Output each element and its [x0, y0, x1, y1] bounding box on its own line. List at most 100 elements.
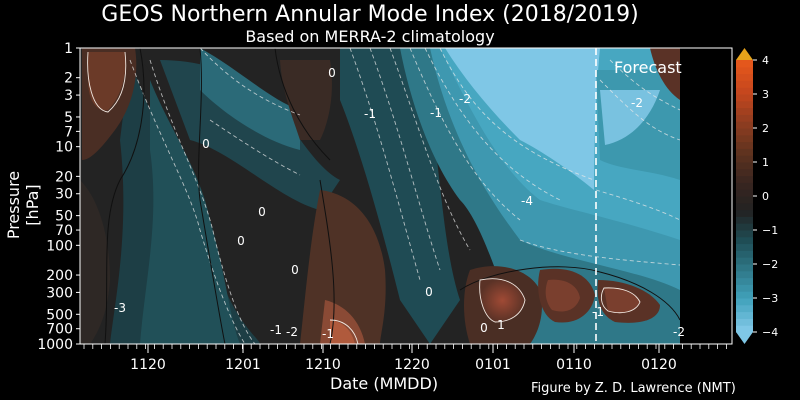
colorbar-segment [736, 202, 753, 211]
colorbar-segment [736, 66, 753, 75]
contour-label: -1 [430, 106, 442, 120]
colorbar-segment [736, 134, 753, 143]
colorbar-segment [736, 216, 753, 224]
colorbar-segment [736, 291, 753, 299]
colorbar-segment [736, 128, 753, 136]
y-tick-label: 7 [64, 124, 73, 140]
contour-label: -1 [592, 305, 604, 319]
x-tick-label: 1120 [130, 357, 166, 373]
colorbar-segment [736, 155, 753, 163]
x-tick-label: 1210 [305, 357, 341, 373]
y-tick-label: 500 [46, 307, 73, 323]
colorbar-segment [736, 60, 753, 68]
contour-label: -2 [631, 96, 643, 110]
colorbar-segment [736, 264, 753, 272]
y-tick-label: 5 [64, 110, 73, 126]
contour-label: -1 [364, 107, 376, 121]
contour-label: 0 [202, 137, 210, 151]
x-tick-label: 0101 [475, 357, 511, 373]
contour-label: -1 [270, 323, 282, 337]
y-tick-label: 3 [64, 88, 73, 104]
y-tick-label: 700 [46, 322, 73, 338]
colorbar-tick-label: 3 [762, 88, 769, 101]
colorbar-segment [736, 298, 753, 306]
contour-label: 0 [480, 321, 488, 335]
colorbar-segment [736, 182, 753, 190]
colorbar-segment [736, 162, 753, 170]
contour-label: 0 [291, 263, 299, 277]
colorbar-segment [736, 114, 753, 122]
colorbar-tick-label: 0 [762, 190, 769, 203]
y-tick-label: 200 [46, 268, 73, 284]
y-tick-label: 100 [46, 238, 73, 254]
colorbar-segment [736, 243, 753, 251]
colorbar-segment [736, 94, 753, 102]
forecast-annotation: Forecast [614, 58, 682, 77]
colorbar-segment [736, 100, 753, 109]
colorbar-tick-label: −4 [762, 326, 778, 339]
contour-label: 0 [237, 234, 245, 248]
colorbar-tick-label: 1 [762, 156, 769, 169]
colorbar-segment [736, 175, 753, 183]
y-tick-label: 1000 [37, 337, 73, 353]
colorbar-segment [736, 121, 753, 129]
contour-label: 1 [497, 318, 505, 332]
colorbar-segment [736, 250, 753, 258]
contour-label: -2 [459, 92, 471, 106]
x-tick-label: 1201 [225, 357, 261, 373]
colorbar-segment [736, 318, 753, 326]
colorbar-segment [736, 223, 753, 231]
colorbar-segment [736, 209, 753, 217]
colorbar-segment [736, 236, 753, 245]
colorbar-segment [736, 325, 753, 333]
x-tick-label: 0110 [556, 357, 592, 373]
y-tick-label: 70 [55, 223, 73, 239]
x-axis-label: Date (MMDD) [330, 374, 439, 393]
colorbar-segment [736, 141, 753, 149]
contour-label: -3 [114, 301, 126, 315]
x-tick-label: 1220 [394, 357, 430, 373]
y-tick-label: 300 [46, 285, 73, 301]
y-tick-label: 2 [64, 71, 73, 87]
colorbar-tick-label: −2 [762, 258, 778, 271]
colorbar-segment [736, 196, 753, 204]
y-tick-label: 50 [55, 209, 73, 225]
colorbar-tick-label: −3 [762, 292, 778, 305]
colorbar-max-arrow [736, 48, 753, 60]
colorbar-segment [736, 148, 753, 156]
contour-label: -2 [673, 325, 685, 339]
y-tick-label: 30 [55, 187, 73, 203]
y-tick-label: 20 [55, 169, 73, 185]
colorbar-segment [736, 107, 753, 115]
colorbar-segment [736, 304, 753, 313]
heatmap-field [80, 48, 680, 344]
chart-subtitle: Based on MERRA-2 climatology [245, 27, 495, 46]
contour-labels: 0 0 0 0 0 0 0 -1 -1 -2 -4 -3 -1 -2 -1 1 -1 -2 -2 [114, 66, 685, 341]
colorbar-segment [736, 168, 753, 177]
colorbar-segment [736, 230, 753, 238]
contour-label: -4 [521, 194, 533, 208]
colorbar-tick-label: 4 [762, 54, 769, 67]
contour-label: 0 [328, 66, 336, 80]
axes-frame [79, 47, 733, 345]
colorbar-tick-label: 2 [762, 122, 769, 135]
x-tick-label: 0120 [641, 357, 677, 373]
colorbar-segment [736, 284, 753, 292]
y-tick-label: 1 [64, 41, 73, 57]
contour-label: -1 [322, 327, 334, 341]
colorbar-segment [736, 277, 753, 285]
colorbar-segment [736, 80, 753, 88]
colorbar-tick-label: −1 [762, 224, 778, 237]
x-axis: 1120 1201 1210 1220 0101 0110 0120 [83, 344, 727, 373]
y-tick-label: 10 [55, 140, 73, 156]
colorbar: 4 3 2 1 0 −1 −2 −3 −4 [736, 48, 778, 344]
colorbar-min-arrow [736, 332, 753, 344]
colorbar-segment [736, 87, 753, 95]
colorbar-segment [736, 270, 753, 279]
colorbar-segment [736, 257, 753, 265]
contour-label: -2 [286, 325, 298, 339]
chart-title: GEOS Northern Annular Mode Index (2018/2… [101, 2, 639, 27]
